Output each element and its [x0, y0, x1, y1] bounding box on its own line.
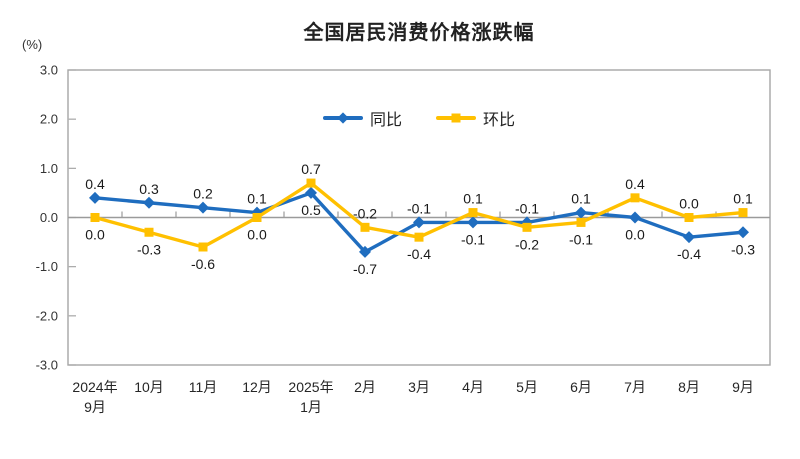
data-label-yoy: -0.3 [731, 241, 755, 257]
yoy-line-swatch-icon [322, 112, 363, 124]
data-point-yoy [467, 216, 479, 229]
data-point-yoy [143, 196, 155, 209]
chart-title: 全国居民消费价格涨跌幅 [303, 22, 535, 44]
data-label-mom: -0.2 [515, 236, 539, 252]
x-axis-label: 2025年 1月 [288, 379, 333, 415]
mom-line-swatch-icon [436, 113, 476, 123]
data-point-mom [414, 232, 424, 242]
data-label-yoy: 0.1 [247, 191, 267, 207]
data-point-mom [630, 193, 640, 203]
data-label-mom: 0.0 [247, 227, 267, 243]
data-point-mom [306, 178, 316, 188]
data-point-mom [198, 242, 208, 252]
data-point-mom [468, 208, 478, 218]
data-label-yoy: -0.1 [407, 200, 431, 216]
x-axis-label: 10月 [134, 379, 164, 395]
y-axis-label: 2.0 [40, 112, 58, 127]
data-label-yoy: -0.7 [353, 261, 377, 277]
data-label-mom: -0.3 [137, 241, 161, 257]
x-axis-label: 6月 [570, 379, 592, 395]
data-point-mom [360, 222, 370, 232]
x-axis-label: 4月 [462, 379, 484, 395]
legend-item-mom: 环比 [436, 106, 515, 130]
x-axis-label: 8月 [678, 379, 700, 395]
data-label-mom: 0.1 [733, 191, 753, 207]
data-label-mom: 0.4 [625, 176, 645, 192]
data-label-mom: -0.6 [191, 256, 215, 272]
data-label-mom: -0.2 [353, 205, 377, 221]
y-axis-label: 3.0 [40, 63, 58, 78]
x-axis-label: 2024年 9月 [72, 379, 117, 415]
data-label-yoy: -0.1 [461, 231, 485, 247]
x-axis-label: 7月 [624, 379, 646, 395]
y-axis-unit-label: (%) [22, 37, 43, 52]
data-label-mom: -0.4 [407, 246, 431, 262]
legend-label-mom: 环比 [483, 112, 516, 129]
y-axis-label: 1.0 [40, 161, 58, 176]
y-axis-label: -3.0 [36, 358, 58, 373]
data-label-mom: 0.0 [85, 227, 105, 243]
data-point-mom [90, 213, 100, 222]
square-marker-icon [451, 113, 461, 123]
data-point-yoy [305, 186, 317, 199]
data-point-mom [252, 213, 262, 222]
data-point-yoy [359, 245, 371, 258]
legend-label-yoy: 同比 [369, 112, 402, 129]
x-axis-label: 2月 [354, 379, 376, 395]
data-point-mom [738, 208, 748, 218]
y-axis-label: -2.0 [36, 308, 58, 323]
data-label-yoy: 0.5 [301, 202, 321, 218]
data-label-yoy: 0.2 [193, 186, 213, 202]
data-point-yoy [413, 216, 425, 229]
data-label-yoy: 0.1 [571, 191, 591, 207]
legend-item-yoy: 同比 [322, 106, 402, 130]
data-point-mom [576, 217, 586, 227]
data-label-mom: -0.1 [569, 231, 593, 247]
data-point-yoy [197, 201, 209, 214]
data-point-yoy [683, 231, 695, 244]
data-label-mom: 0.0 [679, 196, 699, 212]
data-label-yoy: 0.3 [139, 181, 159, 197]
data-point-yoy [737, 226, 749, 239]
x-axis-label: 9月 [732, 379, 754, 395]
y-axis-label: 0.0 [40, 210, 58, 225]
y-axis-label: -1.0 [36, 259, 58, 274]
data-point-mom [684, 213, 694, 222]
data-label-yoy: -0.1 [515, 200, 539, 216]
x-axis-label: 12月 [242, 379, 272, 395]
x-axis-label: 11月 [189, 379, 218, 395]
data-point-yoy [575, 206, 587, 219]
data-point-mom [144, 227, 154, 237]
diamond-marker-icon [337, 112, 349, 124]
data-label-yoy: 0.0 [625, 227, 645, 243]
data-point-yoy [629, 211, 641, 224]
data-label-yoy: -0.4 [677, 246, 701, 262]
data-label-mom: 0.7 [301, 161, 321, 177]
data-label-yoy: 0.4 [85, 176, 105, 192]
data-point-yoy [89, 191, 101, 204]
data-label-mom: 0.1 [463, 191, 483, 207]
x-axis-label: 3月 [408, 379, 430, 395]
chart-legend: 同比 环比 [68, 106, 770, 130]
data-point-mom [522, 222, 532, 232]
x-axis-label: 5月 [516, 379, 538, 395]
